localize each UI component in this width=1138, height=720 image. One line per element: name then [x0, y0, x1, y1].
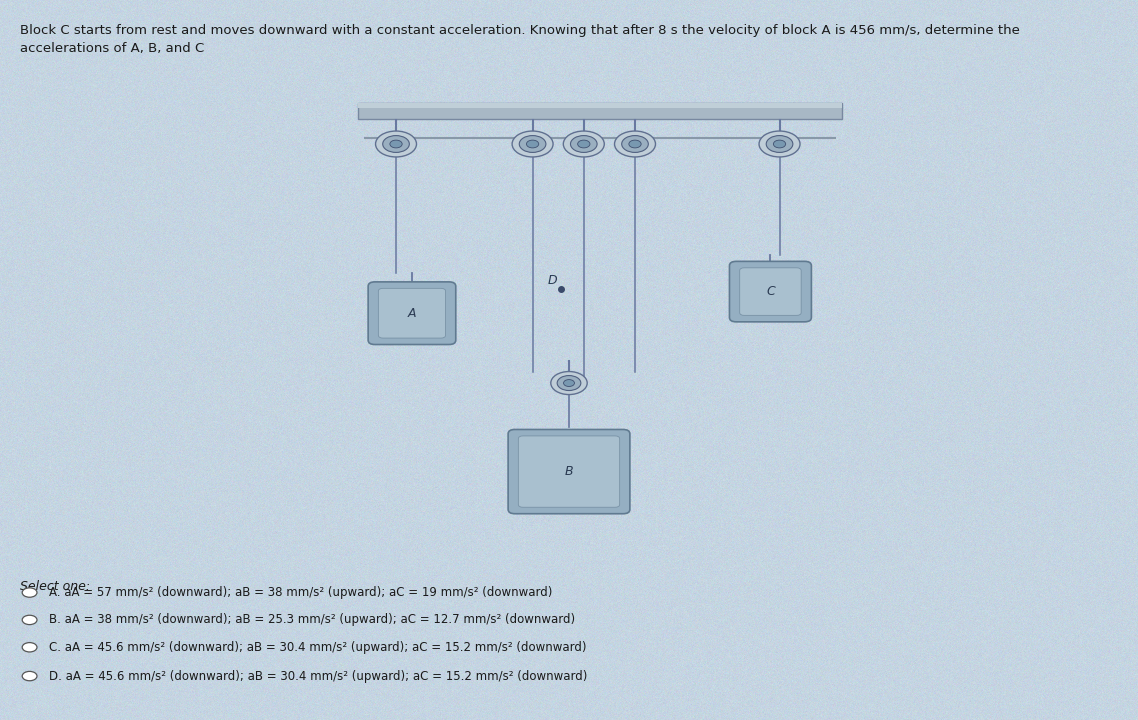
- FancyBboxPatch shape: [378, 289, 446, 338]
- Circle shape: [390, 140, 402, 148]
- FancyBboxPatch shape: [729, 261, 811, 322]
- Circle shape: [512, 131, 553, 157]
- Text: Block C starts from rest and moves downward with a constant acceleration. Knowin: Block C starts from rest and moves downw…: [20, 24, 1021, 37]
- Circle shape: [551, 372, 587, 395]
- Text: A: A: [407, 307, 417, 320]
- Circle shape: [22, 671, 36, 681]
- Circle shape: [766, 135, 793, 153]
- Circle shape: [22, 615, 36, 625]
- Text: Select one:: Select one:: [20, 580, 91, 593]
- FancyBboxPatch shape: [369, 282, 455, 345]
- Text: C. aA = 45.6 mm/s² (downward); aB = 30.4 mm/s² (upward); aC = 15.2 mm/s² (downwa: C. aA = 45.6 mm/s² (downward); aB = 30.4…: [49, 641, 586, 654]
- Circle shape: [629, 140, 641, 148]
- Text: D: D: [547, 274, 556, 287]
- Bar: [358, 103, 842, 108]
- FancyBboxPatch shape: [358, 103, 842, 119]
- Text: B. aA = 38 mm/s² (downward); aB = 25.3 mm/s² (upward); aC = 12.7 mm/s² (downward: B. aA = 38 mm/s² (downward); aB = 25.3 m…: [49, 613, 575, 626]
- FancyBboxPatch shape: [508, 429, 630, 514]
- Circle shape: [563, 379, 575, 387]
- Circle shape: [774, 140, 785, 148]
- FancyBboxPatch shape: [740, 268, 801, 315]
- Circle shape: [527, 140, 538, 148]
- Text: A. aA = 57 mm/s² (downward); aB = 38 mm/s² (upward); aC = 19 mm/s² (downward): A. aA = 57 mm/s² (downward); aB = 38 mm/…: [49, 586, 552, 599]
- Circle shape: [563, 131, 604, 157]
- Circle shape: [558, 376, 580, 390]
- FancyBboxPatch shape: [519, 436, 619, 507]
- Circle shape: [621, 135, 649, 153]
- Circle shape: [570, 135, 597, 153]
- Circle shape: [376, 131, 417, 157]
- Text: B: B: [564, 465, 574, 478]
- Circle shape: [615, 131, 655, 157]
- Text: accelerations of A, B, and C: accelerations of A, B, and C: [20, 42, 205, 55]
- Circle shape: [578, 140, 589, 148]
- Circle shape: [22, 642, 36, 652]
- Circle shape: [382, 135, 410, 153]
- Circle shape: [759, 131, 800, 157]
- Text: C: C: [766, 285, 775, 298]
- Circle shape: [519, 135, 546, 153]
- Text: D. aA = 45.6 mm/s² (downward); aB = 30.4 mm/s² (upward); aC = 15.2 mm/s² (downwa: D. aA = 45.6 mm/s² (downward); aB = 30.4…: [49, 670, 587, 683]
- Circle shape: [22, 588, 36, 598]
